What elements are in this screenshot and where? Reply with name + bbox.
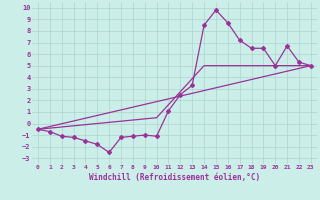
X-axis label: Windchill (Refroidissement éolien,°C): Windchill (Refroidissement éolien,°C) <box>89 173 260 182</box>
